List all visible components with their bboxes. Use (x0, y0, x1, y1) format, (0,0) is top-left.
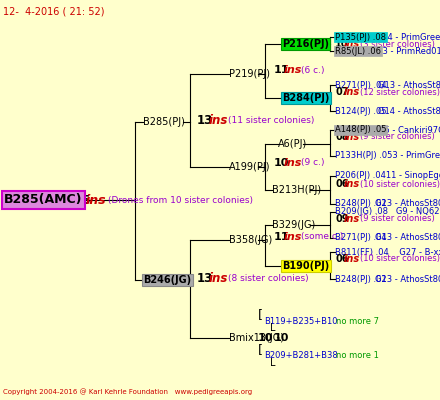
Text: B285(AMC): B285(AMC) (4, 194, 83, 206)
Text: B811(FF) .04    G27 - B-xxx43: B811(FF) .04 G27 - B-xxx43 (335, 248, 440, 256)
Text: 13: 13 (197, 272, 213, 284)
Text: 12-  4-2016 ( 21: 52): 12- 4-2016 ( 21: 52) (3, 6, 105, 16)
Text: (8 sister colonies): (8 sister colonies) (228, 274, 308, 282)
Text: G13 - AthosSt80R: G13 - AthosSt80R (375, 274, 440, 284)
Text: A148(PJ) .05: A148(PJ) .05 (335, 126, 386, 134)
Text: no more 7: no more 7 (336, 316, 379, 326)
Text: (10 sister colonies): (10 sister colonies) (360, 180, 440, 188)
Text: 15: 15 (74, 194, 92, 206)
Text: 13: 13 (197, 114, 213, 126)
Text: P216(PJ): P216(PJ) (282, 39, 329, 49)
Text: 06: 06 (335, 254, 348, 264)
Text: 06: 06 (335, 179, 348, 189)
Text: (11 sister colonies): (11 sister colonies) (228, 116, 314, 124)
Text: G14 - AthosSt80R: G14 - AthosSt80R (378, 106, 440, 116)
Text: G5 - Cankiri97Q: G5 - Cankiri97Q (378, 126, 440, 134)
Text: B248(PJ) .02: B248(PJ) .02 (335, 274, 387, 284)
Text: 10: 10 (258, 333, 273, 343)
Text: B248(PJ) .02: B248(PJ) .02 (335, 200, 387, 208)
Text: L: L (270, 358, 275, 368)
Text: ins: ins (209, 272, 228, 284)
Text: (6 c.): (6 c.) (301, 66, 324, 74)
Text: (3 sister colonies): (3 sister colonies) (360, 40, 435, 48)
Text: A199(PJ): A199(PJ) (229, 162, 271, 172)
Text: B271(PJ) .04: B271(PJ) .04 (335, 80, 387, 90)
Text: B209(JG) .08   G9 - NQ6294R: B209(JG) .08 G9 - NQ6294R (335, 208, 440, 216)
Text: B271(PJ) .04: B271(PJ) .04 (335, 234, 387, 242)
Text: 07: 07 (335, 87, 348, 97)
Text: [: [ (258, 344, 263, 356)
Text: 10: 10 (335, 39, 348, 49)
Text: ins: ins (284, 65, 302, 75)
Text: B358(JG): B358(JG) (229, 235, 272, 245)
Text: 08: 08 (335, 132, 348, 142)
Text: Bmix13(JG): Bmix13(JG) (229, 333, 284, 343)
Text: P133H(PJ) .053 - PrimGreen00: P133H(PJ) .053 - PrimGreen00 (335, 152, 440, 160)
Text: ins: ins (344, 87, 360, 97)
Text: G4 - PrimGreen00: G4 - PrimGreen00 (381, 32, 440, 42)
Text: P219(PJ): P219(PJ) (229, 69, 270, 79)
Text: B246(JG): B246(JG) (143, 275, 191, 285)
Text: [: [ (258, 308, 263, 322)
Text: (some c.): (some c.) (301, 232, 343, 242)
Text: ins: ins (344, 132, 360, 142)
Text: Copyright 2004-2016 @ Karl Kehrle Foundation   www.pedigreeapis.org: Copyright 2004-2016 @ Karl Kehrle Founda… (3, 388, 252, 395)
Text: G13 - AthosSt80R: G13 - AthosSt80R (375, 234, 440, 242)
Text: (10 sister colonies): (10 sister colonies) (360, 254, 440, 264)
Text: ins: ins (284, 158, 302, 168)
Text: G13 - AthosSt80R: G13 - AthosSt80R (375, 200, 440, 208)
Text: B284(PJ): B284(PJ) (282, 93, 330, 103)
Text: 11: 11 (274, 65, 290, 75)
Text: ins: ins (344, 214, 360, 224)
Text: ins: ins (344, 179, 360, 189)
Text: ins: ins (209, 114, 228, 126)
Text: 10: 10 (274, 333, 290, 343)
Text: ins: ins (344, 254, 360, 264)
Text: L: L (270, 323, 275, 333)
Text: G3 - PrimRed01: G3 - PrimRed01 (376, 46, 440, 56)
Text: R85(JL) .06: R85(JL) .06 (335, 46, 381, 56)
Text: A6(PJ): A6(PJ) (278, 139, 307, 149)
Text: B209+B281+B38: B209+B281+B38 (264, 352, 338, 360)
Text: B329(JG): B329(JG) (272, 220, 315, 230)
Text: (9 c.): (9 c.) (301, 158, 324, 168)
Text: (9 sister colonies): (9 sister colonies) (360, 214, 435, 224)
Text: B190(PJ): B190(PJ) (282, 261, 329, 271)
Text: 09: 09 (335, 214, 348, 224)
Text: ins: ins (344, 39, 360, 49)
Text: (12 sister colonies): (12 sister colonies) (360, 88, 440, 96)
Text: no more 1: no more 1 (336, 352, 379, 360)
Text: B285(PJ): B285(PJ) (143, 117, 185, 127)
Text: P206(PJ) .0411 - SinopEgg86R: P206(PJ) .0411 - SinopEgg86R (335, 172, 440, 180)
Text: 11: 11 (274, 232, 290, 242)
Text: ins: ins (86, 194, 106, 206)
Text: B213H(PJ): B213H(PJ) (272, 185, 321, 195)
Text: B119+B235+B10: B119+B235+B10 (264, 316, 337, 326)
Text: (Drones from 10 sister colonies): (Drones from 10 sister colonies) (108, 196, 253, 204)
Text: 10: 10 (274, 158, 290, 168)
Text: P135(PJ) .08: P135(PJ) .08 (335, 32, 386, 42)
Text: ins: ins (284, 232, 302, 242)
Text: (9 sister colonies): (9 sister colonies) (360, 132, 435, 142)
Text: B124(PJ) .05: B124(PJ) .05 (335, 106, 386, 116)
Text: G13 - AthosSt80R: G13 - AthosSt80R (378, 80, 440, 90)
